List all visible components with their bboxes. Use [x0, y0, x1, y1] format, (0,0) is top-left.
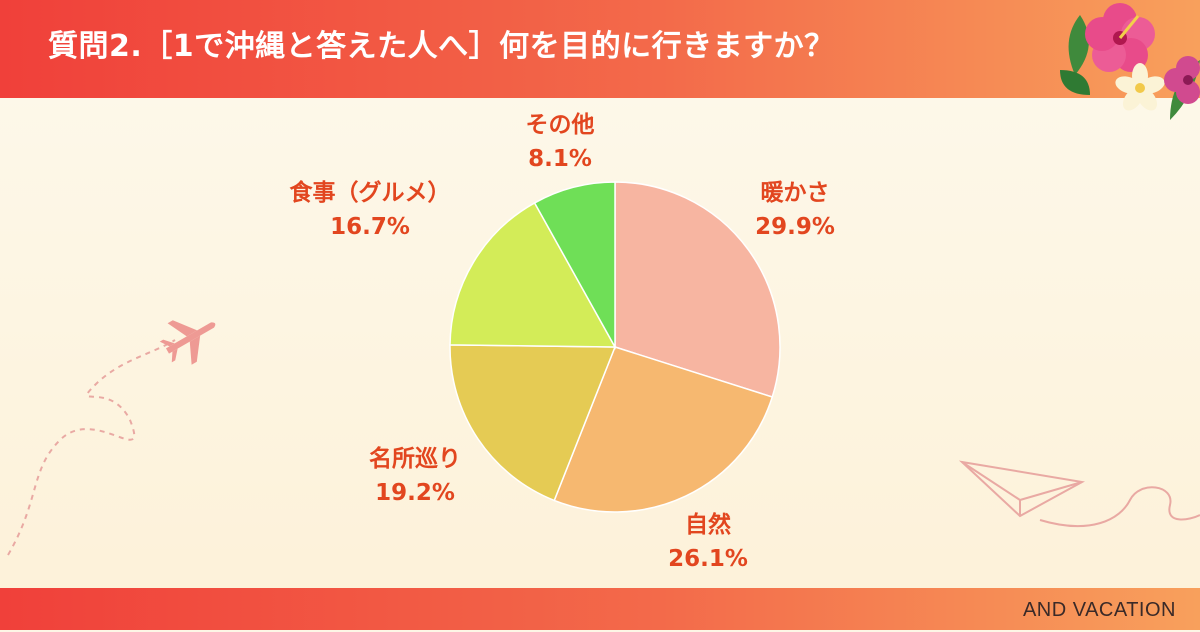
label-slice-4: その他 8.1%: [500, 108, 620, 176]
footer-bar: [0, 588, 1200, 630]
slice-4-name: その他: [525, 112, 595, 138]
slice-1-name: 自然: [685, 512, 731, 538]
label-slice-2: 名所巡り 19.2%: [345, 442, 485, 510]
slice-2-name: 名所巡り: [369, 446, 461, 472]
pie-slices: [449, 181, 781, 513]
plumeria-flower-icon: [1115, 63, 1165, 111]
slice-2-value: 19.2%: [375, 480, 455, 506]
chart-title: 質問2.［1で沖縄と答えた人へ］何を目的に行きますか？: [48, 29, 835, 64]
slice-0-value: 29.9%: [755, 214, 835, 240]
pie-slice-3: [449, 201, 617, 348]
label-slice-0: 暖かさ 29.9%: [735, 176, 855, 244]
slice-3-value: 16.7%: [330, 214, 410, 240]
pie-slice-4: [533, 181, 616, 350]
paper-plane-icon: [958, 460, 1086, 518]
brand-name: AND VACATION: [1022, 599, 1176, 621]
airplane-icon: [159, 320, 216, 365]
paper-plane-trail: [1039, 486, 1200, 528]
label-slice-3: 食事（グルメ） 16.7%: [270, 176, 470, 244]
slice-0-name: 暖かさ: [760, 180, 830, 206]
slice-1-value: 26.1%: [668, 546, 748, 572]
pie-slice-1: [553, 346, 774, 513]
hibiscus-flower-icon: [1085, 3, 1155, 72]
slice-3-name: 食事（グルメ）: [289, 180, 451, 206]
slice-4-value: 8.1%: [528, 146, 592, 172]
pie-slice-2: [449, 344, 617, 502]
label-slice-1: 自然 26.1%: [648, 508, 768, 576]
flight-path-line: [7, 339, 176, 556]
pie-slice-0: [614, 181, 781, 398]
hibiscus-flower-small-icon: [1164, 56, 1200, 104]
header-bar: [0, 0, 1200, 98]
